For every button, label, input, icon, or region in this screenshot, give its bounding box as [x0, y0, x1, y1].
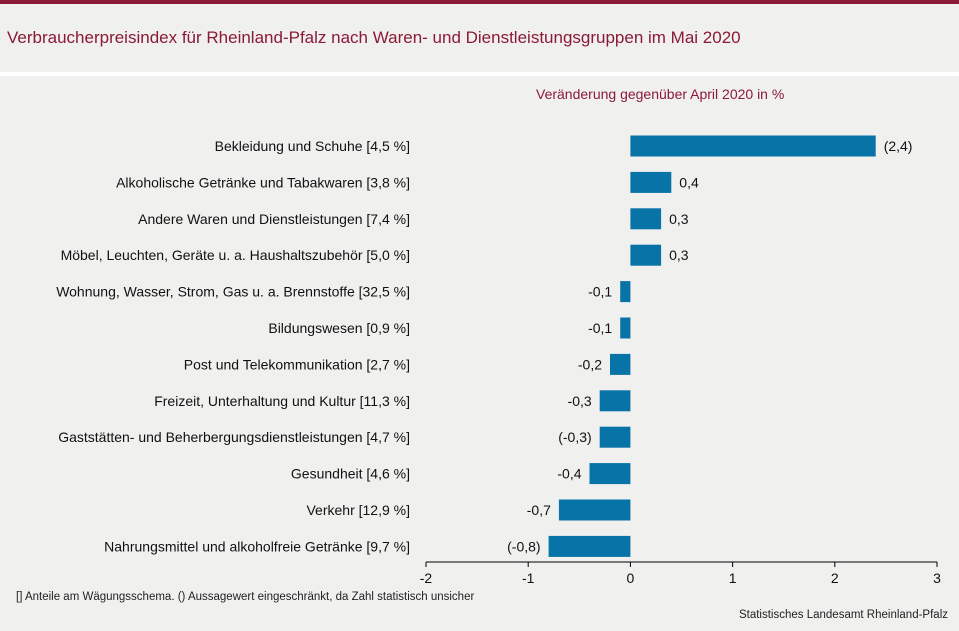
bar: [599, 390, 631, 412]
category-label: Alkoholische Getränke und Tabakwaren [3,…: [116, 174, 410, 190]
bar: [630, 135, 876, 157]
data-label: -0,1: [588, 284, 612, 300]
data-label: -0,4: [557, 466, 581, 482]
bar: [558, 499, 631, 521]
bar: [620, 281, 631, 303]
axis-title: Veränderung gegenüber April 2020 in %: [536, 86, 785, 102]
category-label: Möbel, Leuchten, Geräte u. a. Haushaltsz…: [61, 247, 410, 263]
bar: [620, 317, 631, 339]
x-tick-label: 0: [627, 570, 635, 586]
category-label: Bekleidung und Schuhe [4,5 %]: [215, 138, 410, 154]
data-label: 0,3: [669, 211, 689, 227]
category-label: Gesundheit [4,6 %]: [291, 466, 410, 482]
data-label: -0,7: [527, 502, 551, 518]
x-tick-label: 3: [933, 570, 941, 586]
x-tick-label: 2: [831, 570, 839, 586]
chart-title: Verbraucherpreisindex für Rheinland-Pfal…: [7, 28, 741, 47]
data-label: -0,2: [578, 356, 602, 372]
x-tick-label: 1: [729, 570, 737, 586]
data-label: 0,3: [669, 247, 689, 263]
bar: [610, 353, 631, 375]
bar: [599, 426, 631, 448]
category-label: Wohnung, Wasser, Strom, Gas u. a. Brenns…: [56, 284, 410, 300]
data-label: -0,3: [568, 393, 592, 409]
bar: [630, 244, 662, 266]
bar: [548, 535, 631, 557]
bar: [630, 171, 672, 193]
x-tick-label: -2: [420, 570, 433, 586]
header-divider: [0, 72, 959, 76]
category-label: Verkehr [12,9 %]: [306, 502, 410, 518]
data-label: (2,4): [884, 138, 913, 154]
category-label: Andere Waren und Dienstleistungen [7,4 %…: [138, 211, 410, 227]
x-tick-label: -1: [522, 570, 535, 586]
category-label: Freizeit, Unterhaltung und Kultur [11,3 …: [154, 393, 410, 409]
source-credit: Statistisches Landesamt Rheinland-Pfalz: [738, 609, 948, 621]
category-label: Bildungswesen [0,9 %]: [268, 320, 410, 336]
data-label: (-0,8): [507, 538, 540, 554]
footnote: [] Anteile am Wägungsschema. () Aussagew…: [16, 591, 475, 603]
bar: [589, 463, 631, 485]
category-label: Nahrungsmittel und alkoholfreie Getränke…: [104, 538, 410, 554]
bar: [630, 208, 662, 230]
category-label: Gaststätten- und Beherbergungsdienstleis…: [58, 429, 410, 445]
category-label: Post und Telekommunikation [2,7 %]: [184, 356, 410, 372]
top-rule: [0, 0, 959, 4]
data-label: (-0,3): [558, 429, 591, 445]
data-label: 0,4: [679, 174, 699, 190]
data-label: -0,1: [588, 320, 612, 336]
